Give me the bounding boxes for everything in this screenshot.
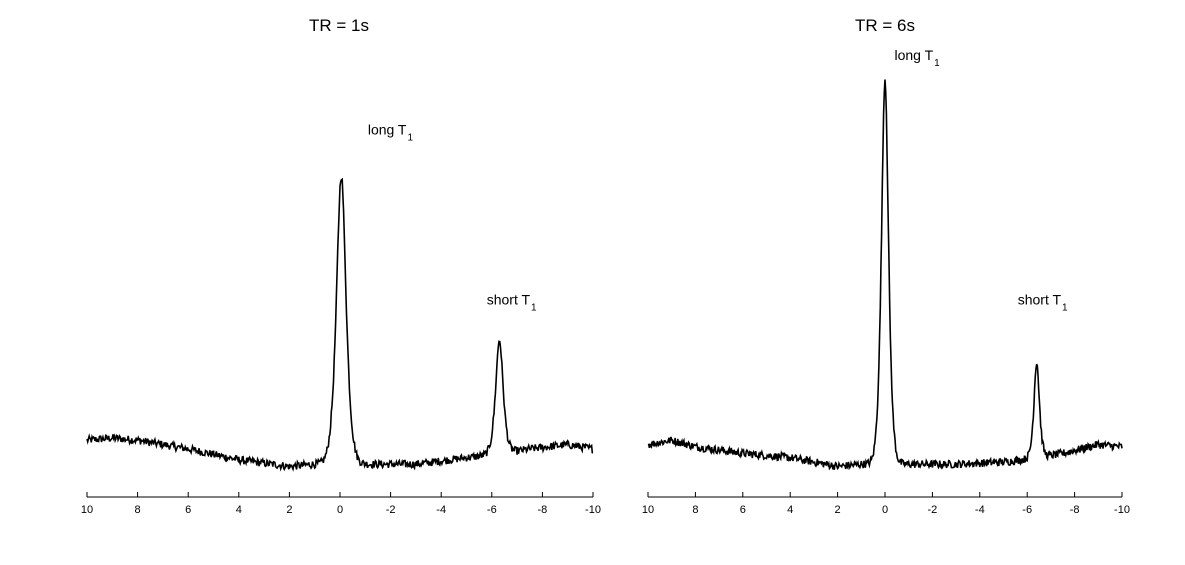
peak-annotation-text: long T — [368, 121, 407, 137]
chart-title: TR = 1s — [309, 16, 369, 35]
peak-annotation: short T1 — [487, 292, 537, 314]
x-tick-label: 6 — [740, 504, 746, 516]
peak-annotation-subscript: 1 — [531, 303, 537, 314]
x-tick-label: -2 — [928, 504, 938, 516]
x-tick-label: 6 — [185, 504, 191, 516]
x-tick-label: -6 — [487, 504, 497, 516]
x-tick-label: -8 — [1070, 504, 1080, 516]
x-tick-label: 2 — [286, 504, 292, 516]
peak-annotation: short T1 — [1018, 292, 1068, 314]
peak-annotation: long T1 — [368, 121, 414, 143]
x-tick-label: 2 — [835, 504, 841, 516]
peak-annotation-subscript: 1 — [934, 58, 940, 69]
x-tick-label: 10 — [81, 504, 93, 516]
x-tick-label: -6 — [1022, 504, 1032, 516]
x-tick-label: 4 — [787, 504, 793, 516]
x-tick-label: -8 — [538, 504, 548, 516]
x-axis-ticks: 10 8 6 4 2 0 -2 -4 -6 -8 -10 — [81, 492, 601, 516]
chart-panel-tr-6s: TR = 6s 10 8 6 4 2 0 -2 -4 -6 -8 -10 long T1short … — [642, 16, 1130, 516]
chart-panel-tr-1s: TR = 1s 10 8 6 4 2 0 -2 -4 -6 -8 -10 long T1short … — [81, 16, 601, 516]
peak-annotation-text: short T — [1018, 292, 1062, 308]
peak-annotation-subscript: 1 — [408, 132, 414, 143]
x-tick-label: -10 — [585, 504, 601, 516]
x-axis-ticks: 10 8 6 4 2 0 -2 -4 -6 -8 -10 — [642, 492, 1130, 516]
chart-title: TR = 6s — [855, 16, 915, 35]
x-tick-label: -10 — [1114, 504, 1130, 516]
peak-annotation-text: long T — [894, 47, 933, 63]
x-tick-label: -4 — [975, 504, 985, 516]
x-tick-label: 4 — [236, 504, 242, 516]
peak-annotation: long T1 — [894, 47, 940, 69]
peak-annotation-subscript: 1 — [1062, 303, 1068, 314]
x-tick-label: 8 — [135, 504, 141, 516]
x-tick-label: 0 — [882, 504, 888, 516]
x-tick-label: -2 — [386, 504, 396, 516]
x-tick-label: 10 — [642, 504, 654, 516]
x-tick-label: 8 — [692, 504, 698, 516]
x-tick-label: -4 — [436, 504, 446, 516]
x-tick-label: 0 — [337, 504, 343, 516]
peak-annotation-text: short T — [487, 292, 531, 308]
spectrum-line — [647, 79, 1123, 471]
spectrum-line — [86, 177, 594, 472]
